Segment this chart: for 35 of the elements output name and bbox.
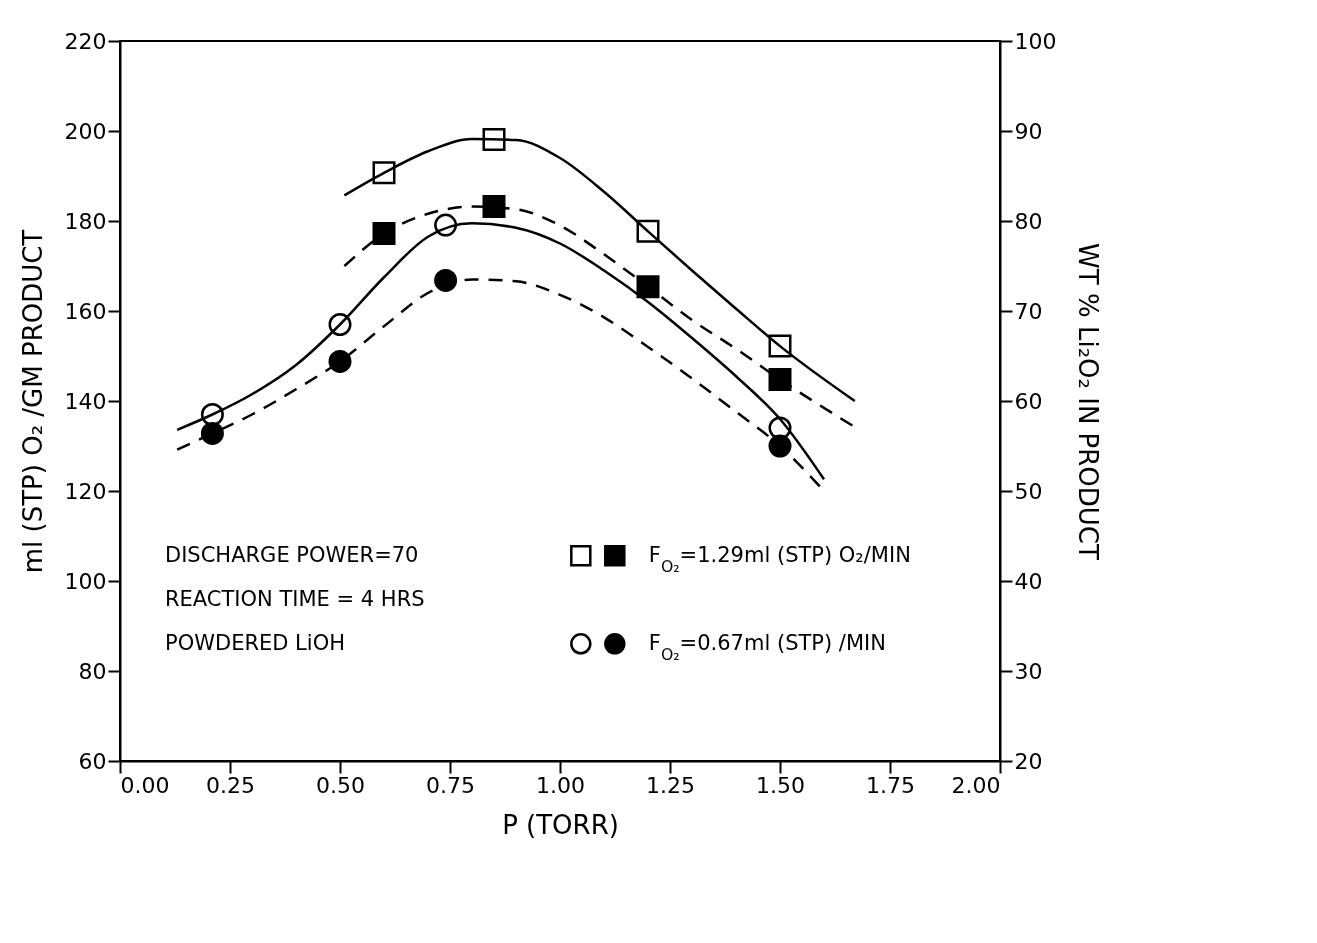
y-tick-label: 60 (78, 748, 107, 774)
y-tick-label: 180 (64, 208, 107, 234)
y-tick-label: 80 (78, 658, 107, 684)
y-tick-label: 120 (64, 478, 107, 504)
annotation: DISCHARGE POWER=70 (165, 542, 419, 567)
y2-tick-label: 70 (1014, 298, 1043, 324)
y-tick-label: 160 (64, 298, 107, 324)
annotation: POWDERED LiOH (165, 630, 345, 655)
y2-tick-label: 60 (1014, 388, 1043, 414)
x-tick-label: 1.75 (866, 772, 915, 798)
legend-label: F$_{O₂}$=1.29ml (STP) O₂/MIN (648, 542, 911, 576)
x-tick-label: 0.00 (120, 772, 170, 798)
y2-axis-title: WT % Li₂O₂ IN PRODUCT (1073, 243, 1104, 561)
annotation: REACTION TIME = 4 HRS (165, 586, 425, 611)
x-tick-label: 0.75 (426, 772, 475, 798)
x-tick-label: 1.00 (536, 772, 585, 798)
y2-tick-label: 20 (1014, 748, 1043, 774)
x-tick-label: 1.50 (756, 772, 805, 798)
legend-label: F$_{O₂}$=0.67ml (STP) /MIN (648, 630, 886, 664)
x-tick-label: 0.25 (206, 772, 255, 798)
y-tick-label: 220 (64, 28, 107, 54)
x-tick-label: 1.25 (646, 772, 695, 798)
y2-tick-label: 40 (1014, 568, 1043, 594)
y-tick-label: 140 (64, 388, 107, 414)
y2-tick-label: 100 (1014, 28, 1057, 54)
y2-tick-label: 90 (1014, 118, 1043, 144)
x-tick-label: 0.50 (316, 772, 365, 798)
x-tick-label: 2.00 (951, 772, 1001, 798)
y2-tick-label: 80 (1014, 208, 1043, 234)
x-axis-title: P (TORR) (502, 809, 619, 840)
y-tick-label: 100 (64, 568, 107, 594)
y2-tick-label: 50 (1014, 478, 1043, 504)
y-axis-title: ml (STP) O₂ /GM PRODUCT (17, 229, 48, 574)
y-tick-label: 200 (64, 118, 107, 144)
y2-tick-label: 30 (1014, 658, 1043, 684)
